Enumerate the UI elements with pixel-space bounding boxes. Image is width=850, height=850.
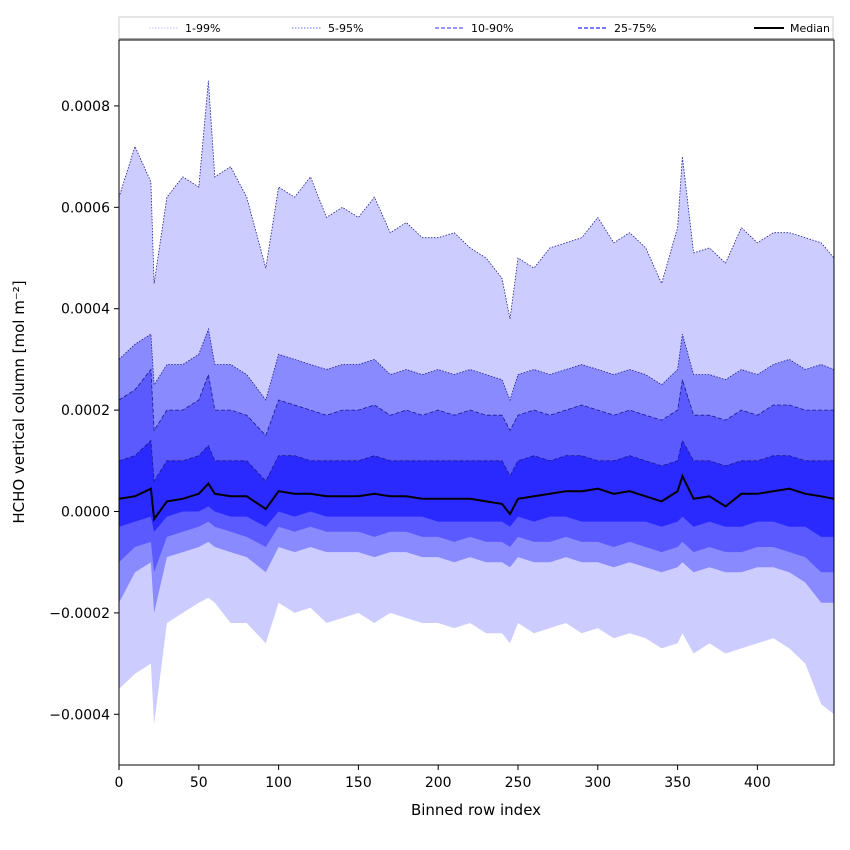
y-tick-label: −0.0002 [49,606,110,622]
x-tick-label: 200 [425,775,452,791]
legend-label-25-75%: 25-75% [614,22,656,35]
x-tick-label: 100 [265,775,292,791]
x-tick-label: 300 [584,775,611,791]
x-tick-label: 250 [505,775,532,791]
x-tick-label: 0 [115,775,124,791]
legend-label-Median: Median [790,22,830,35]
y-tick-label: −0.0004 [49,707,110,723]
legend-label-1-99%: 1-99% [185,22,220,35]
band-upper-line-25-75% [118,439,834,483]
y-axis-label: HCHO vertical column [mol m⁻²] [10,280,28,523]
y-tick-label: 0.0000 [61,505,110,521]
band-upper-line-1-99% [118,80,835,319]
plot-frame [118,39,835,766]
legend: 1-99% 5-95% 10-90% 25-75% Median [118,16,834,40]
y-axis: −0.0004 −0.0002 0.0000 0.0002 0.0004 0.0006 0.… [49,99,119,723]
band-upper-line-5-95% [118,327,835,402]
y-tick-label: 0.0002 [61,403,110,419]
x-tick-label: 50 [190,775,208,791]
median-line [118,473,835,522]
band-upper-line-10-90% [118,368,834,437]
x-axis: 0 50 100 150 200 250 300 350 400 [115,765,771,791]
band-outline-lines [118,80,835,483]
y-tick-label: 0.0006 [61,200,110,216]
x-tick-label: 150 [345,775,372,791]
y-tick-label: 0.0004 [61,302,110,318]
band-25-75% [119,440,834,537]
y-tick-label: 0.0008 [61,99,110,115]
percentile-bands [119,80,834,725]
legend-label-5-95%: 5-95% [328,22,363,35]
x-axis-label: Binned row index [411,801,541,819]
legend-label-10-90%: 10-90% [471,22,513,35]
x-tick-label: 350 [664,775,691,791]
x-tick-label: 400 [744,775,771,791]
median-group [118,473,835,522]
